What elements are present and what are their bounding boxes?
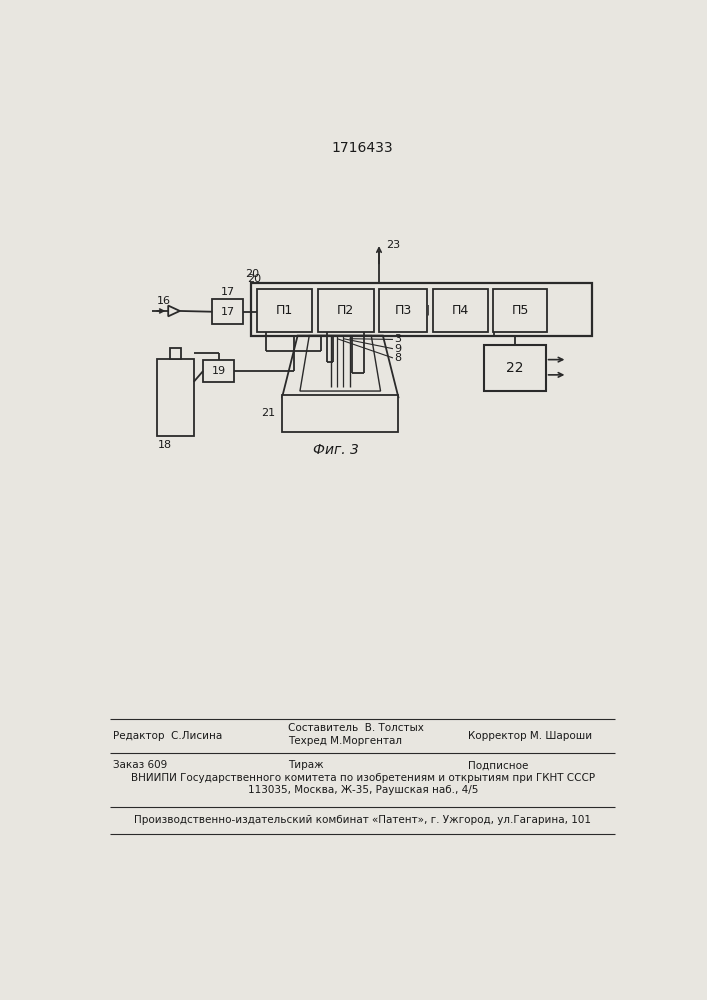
Bar bbox=[379, 289, 427, 332]
Text: 23: 23 bbox=[386, 240, 400, 250]
Text: 1716433: 1716433 bbox=[332, 141, 394, 155]
Text: П4: П4 bbox=[452, 304, 469, 317]
Bar bbox=[170, 348, 180, 359]
Bar bbox=[212, 299, 243, 324]
Bar bbox=[282, 395, 398, 432]
Bar bbox=[433, 289, 488, 332]
Bar bbox=[156, 359, 194, 436]
Text: Производственно-издательский комбинат «Патент», г. Ужгород, ул.Гагарина, 101: Производственно-издательский комбинат «П… bbox=[134, 815, 591, 825]
Text: Корректор М. Шароши: Корректор М. Шароши bbox=[468, 731, 592, 741]
Text: Фиг. 3: Фиг. 3 bbox=[313, 443, 359, 457]
Text: 17: 17 bbox=[221, 307, 235, 317]
Text: 19: 19 bbox=[211, 366, 226, 376]
Text: Составитель  В. Толстых: Составитель В. Толстых bbox=[288, 723, 424, 733]
Text: 3: 3 bbox=[395, 334, 402, 344]
Text: П1: П1 bbox=[276, 304, 293, 317]
Bar bbox=[317, 289, 373, 332]
Text: Заказ 609: Заказ 609 bbox=[113, 760, 168, 770]
Text: Редактор  С.Лисина: Редактор С.Лисина bbox=[113, 731, 223, 741]
Text: 16: 16 bbox=[158, 296, 171, 306]
Text: П2: П2 bbox=[337, 304, 354, 317]
Text: 17: 17 bbox=[221, 287, 235, 297]
Bar bbox=[484, 345, 546, 391]
Text: 9: 9 bbox=[395, 344, 402, 354]
Text: Техред М.Моргентал: Техред М.Моргентал bbox=[288, 736, 402, 746]
Bar bbox=[203, 360, 234, 382]
Text: 113035, Москва, Ж-35, Раушская наб., 4/5: 113035, Москва, Ж-35, Раушская наб., 4/5 bbox=[247, 785, 478, 795]
Bar bbox=[257, 289, 312, 332]
Text: 20: 20 bbox=[245, 269, 259, 279]
Text: 8: 8 bbox=[395, 353, 402, 363]
Text: Подписное: Подписное bbox=[468, 760, 529, 770]
Text: П5: П5 bbox=[511, 304, 529, 317]
Text: 18: 18 bbox=[158, 440, 173, 450]
Text: Тираж: Тираж bbox=[288, 760, 324, 770]
Text: 22: 22 bbox=[506, 361, 523, 375]
Text: 20: 20 bbox=[247, 274, 262, 284]
Text: П3: П3 bbox=[395, 304, 411, 317]
Text: 21: 21 bbox=[261, 408, 275, 418]
Bar bbox=[251, 283, 592, 336]
Bar bbox=[493, 289, 547, 332]
Text: ВНИИПИ Государственного комитета по изобретениям и открытиям при ГКНТ СССР: ВНИИПИ Государственного комитета по изоб… bbox=[131, 773, 595, 783]
Text: |: | bbox=[427, 305, 431, 315]
